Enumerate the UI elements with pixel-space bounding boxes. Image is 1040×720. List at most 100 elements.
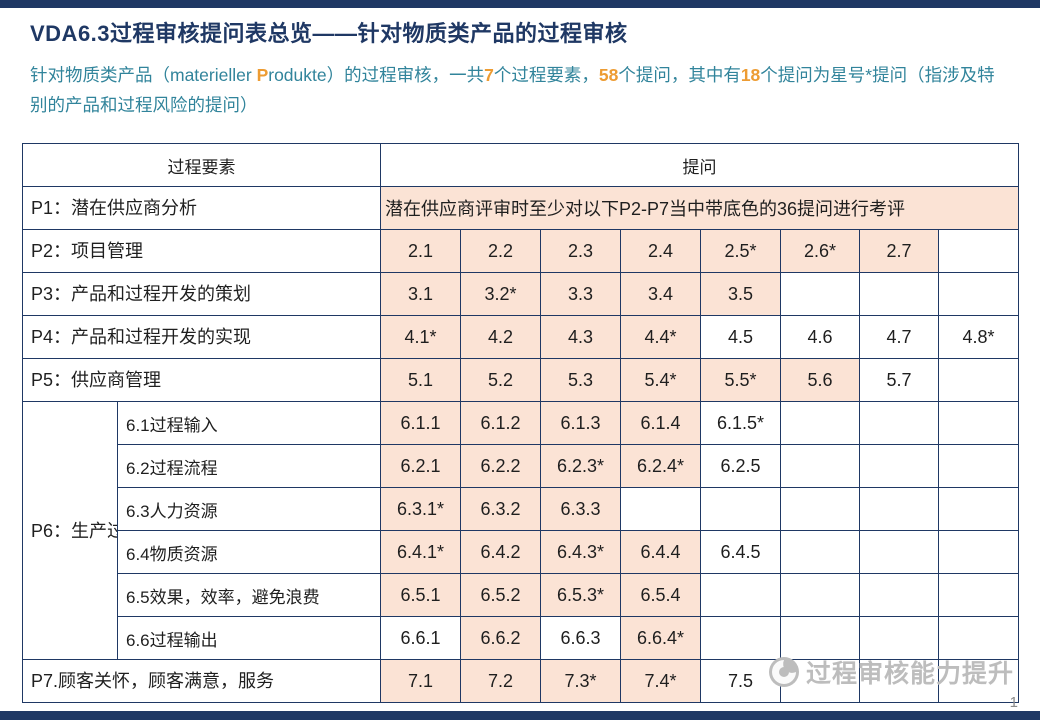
question-cell: 6.5.2 (460, 573, 541, 617)
row-label-p4: P4：产品和过程开发的实现 (22, 315, 381, 359)
question-cell: 6.4.1* (380, 530, 461, 574)
count-questions: 58 (598, 65, 619, 85)
question-cell: 7.4* (620, 659, 701, 703)
question-cell: 6.4.3* (540, 530, 621, 574)
question-cell: 6.1.3 (540, 401, 621, 445)
sub-label-6-4: 6.4物质资源 (117, 530, 381, 574)
question-cell: 2.2 (460, 229, 541, 273)
question-cell: 2.3 (540, 229, 621, 273)
intro-seg2: rodukte）的过程审核，一共 (268, 65, 485, 85)
question-cell: 6.6.3 (540, 616, 621, 660)
question-cell: 3.4 (620, 272, 701, 316)
question-cell: 6.2.5 (700, 444, 781, 488)
sub-label-6-2: 6.2过程流程 (117, 444, 381, 488)
question-cell: 6.4.5 (700, 530, 781, 574)
p1-note-cell: 潜在供应商评审时至少对以下P2-P7当中带底色的36提问进行考评 (380, 186, 1019, 230)
question-cell: 6.2.4* (620, 444, 701, 488)
empty-cell (859, 530, 939, 574)
question-cell: 6.5.3* (540, 573, 621, 617)
row-p6-6: 6.6过程输出 6.6.1 6.6.2 6.6.3 6.6.4* (23, 616, 1019, 660)
empty-cell (780, 573, 860, 617)
empty-cell (700, 487, 781, 531)
row-label-p5: P5：供应商管理 (22, 358, 381, 402)
question-cell: 6.3.1* (380, 487, 461, 531)
question-cell: 4.4* (620, 315, 701, 359)
question-cell: 5.1 (380, 358, 461, 402)
row-p1: P1：潜在供应商分析 潜在供应商评审时至少对以下P2-P7当中带底色的36提问进… (22, 186, 1019, 230)
empty-cell (938, 401, 1019, 445)
empty-cell (780, 530, 860, 574)
empty-cell (859, 401, 939, 445)
row-p3: P3：产品和过程开发的策划 3.1 3.2* 3.3 3.4 3.5 (22, 272, 1019, 316)
empty-cell (859, 573, 939, 617)
watermark-logo-icon (768, 656, 800, 688)
empty-cell (859, 272, 939, 316)
question-cell: 6.4.2 (460, 530, 541, 574)
question-cell: 4.5 (700, 315, 781, 359)
empty-cell (938, 659, 1019, 703)
question-cell: 7.3* (540, 659, 621, 703)
empty-cell (938, 573, 1019, 617)
question-cell: 6.5.1 (380, 573, 461, 617)
row-p7: P7.顾客关怀，顾客满意，服务 7.1 7.2 7.3* 7.4* 7.5 (22, 659, 1019, 703)
question-cell: 4.7 (859, 315, 939, 359)
header-process-elements: 过程要素 (22, 143, 381, 187)
empty-cell (938, 358, 1019, 402)
question-cell: 5.4* (620, 358, 701, 402)
row-label-p3: P3：产品和过程开发的策划 (22, 272, 381, 316)
empty-cell (620, 487, 701, 531)
question-cell: 4.3 (540, 315, 621, 359)
empty-cell (859, 444, 939, 488)
bottom-border-bar (0, 711, 1040, 720)
row-label-p6: P6：生产过程分析 (22, 401, 118, 660)
row-p6-3: 6.3人力资源 6.3.1* 6.3.2 6.3.3 (23, 487, 1019, 531)
count-star-questions: 18 (740, 65, 761, 85)
question-cell: 7.1 (380, 659, 461, 703)
question-cell: 2.5* (700, 229, 781, 273)
question-cell: 6.3.3 (540, 487, 621, 531)
empty-cell (859, 487, 939, 531)
question-cell: 2.4 (620, 229, 701, 273)
question-cell: 4.1* (380, 315, 461, 359)
question-cell: 5.2 (460, 358, 541, 402)
intro-paragraph: 针对物质类产品（materieller Produkte）的过程审核，一共7个过… (30, 60, 1008, 120)
question-cell: 6.2.3* (540, 444, 621, 488)
question-cell: 7.5 (700, 659, 781, 703)
top-border-bar (0, 0, 1040, 8)
question-cell: 7.2 (460, 659, 541, 703)
empty-cell (780, 616, 860, 660)
question-cell: 6.6.2 (460, 616, 541, 660)
question-cell: 2.7 (859, 229, 939, 273)
sub-label-6-5: 6.5效果，效率，避免浪费 (117, 573, 381, 617)
question-cell: 6.6.1 (380, 616, 461, 660)
empty-cell (780, 444, 860, 488)
question-cell: 6.6.4* (620, 616, 701, 660)
empty-cell (780, 401, 860, 445)
sub-label-6-1: 6.1过程输入 (117, 401, 381, 445)
empty-cell (700, 573, 781, 617)
question-cell: 5.7 (859, 358, 939, 402)
question-cell: 3.2* (460, 272, 541, 316)
audit-overview-table: 过程要素 提问 P1：潜在供应商分析 潜在供应商评审时至少对以下P2-P7当中带… (22, 143, 1019, 703)
question-cell: 6.1.2 (460, 401, 541, 445)
empty-cell (780, 487, 860, 531)
row-p6-4: 6.4物质资源 6.4.1* 6.4.2 6.4.3* 6.4.4 6.4.5 (23, 530, 1019, 574)
question-cell: 4.8* (938, 315, 1019, 359)
question-cell: 5.3 (540, 358, 621, 402)
count-process-elements: 7 (484, 65, 494, 85)
empty-cell (938, 530, 1019, 574)
row-p6-1: P6：生产过程分析 6.1过程输入 6.1.1 6.1.2 6.1.3 6.1.… (22, 401, 1019, 660)
header-questions: 提问 (380, 143, 1019, 187)
question-cell: 6.1.1 (380, 401, 461, 445)
question-cell: 3.1 (380, 272, 461, 316)
question-cell: 6.1.5* (700, 401, 781, 445)
question-cell: 5.5* (700, 358, 781, 402)
intro-seg1: 针对物质类产品（materieller (30, 65, 257, 85)
question-cell: 6.5.4 (620, 573, 701, 617)
intro-seg4: 个提问，其中有 (618, 65, 741, 85)
row-p2: P2：项目管理 2.1 2.2 2.3 2.4 2.5* 2.6* 2.7 (22, 229, 1019, 273)
row-label-p7: P7.顾客关怀，顾客满意，服务 (22, 659, 381, 703)
question-cell: 4.6 (780, 315, 860, 359)
question-cell: 5.6 (780, 358, 860, 402)
